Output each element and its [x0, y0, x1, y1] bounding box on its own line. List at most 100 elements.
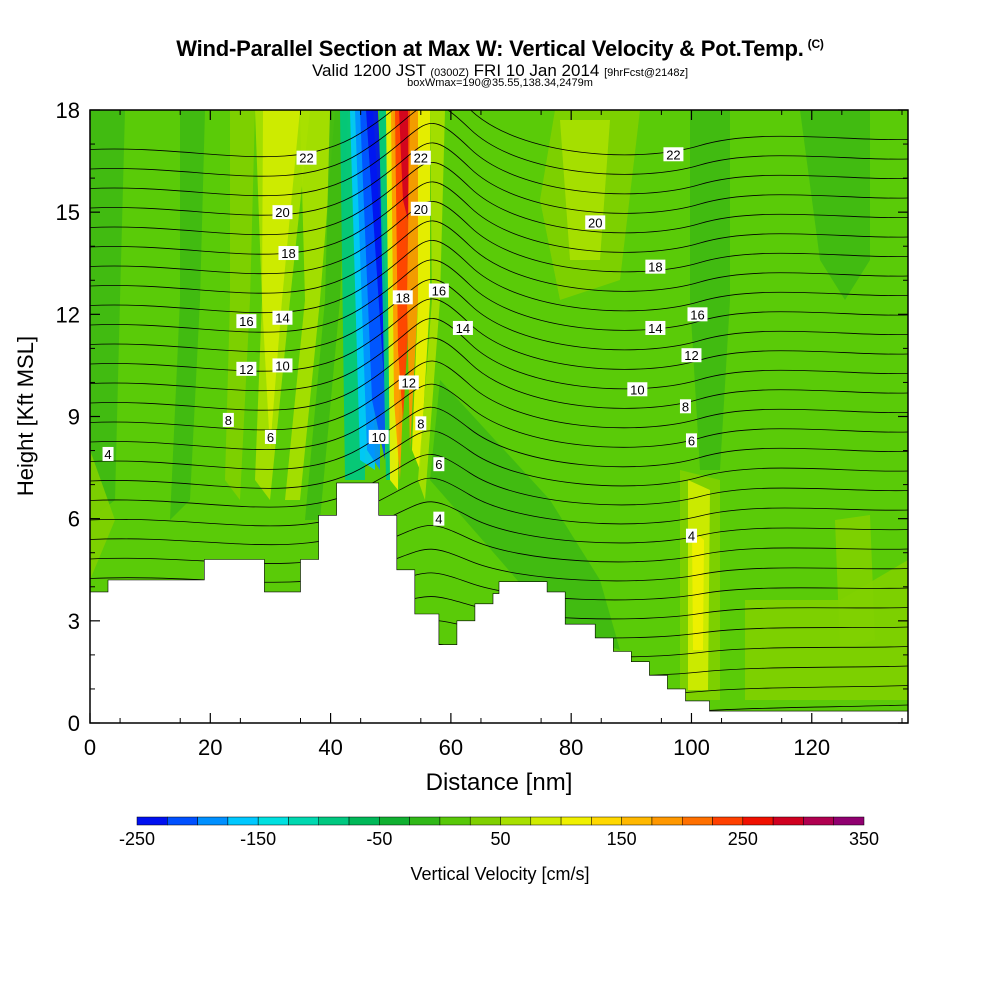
- contour-label: 8: [679, 399, 691, 414]
- velocity-band: [305, 110, 348, 520]
- contour-label: 12: [681, 348, 702, 363]
- theta-contour: [90, 337, 908, 411]
- velocity-band: [170, 110, 205, 520]
- contour-label: 12: [236, 361, 257, 377]
- theta-contour: [90, 220, 908, 294]
- contour-label: 16: [428, 283, 449, 298]
- colorbar-swatch: [379, 816, 410, 826]
- velocity-band: [366, 110, 386, 380]
- x-tick-label: 20: [198, 735, 222, 760]
- contour-label: 4: [433, 511, 445, 527]
- colorbar-tick-label: -250: [119, 829, 155, 849]
- contour-label: 6: [685, 433, 697, 448]
- svg-text:14: 14: [648, 321, 662, 336]
- colorbar-tick-label: -150: [240, 829, 276, 849]
- valid-time: Valid 1200 JST: [311, 61, 426, 80]
- x-tick-label: 100: [673, 735, 710, 760]
- velocity-band: [407, 110, 420, 450]
- svg-text:22: 22: [414, 151, 428, 166]
- theta-contour: [90, 279, 908, 353]
- colorbar-swatch: [621, 816, 653, 826]
- velocity-band: [418, 110, 445, 500]
- theta-contour: [90, 201, 908, 275]
- y-tick-label: 9: [68, 405, 80, 430]
- velocity-field: [90, 110, 908, 700]
- colorbar-swatch: [227, 816, 259, 826]
- svg-text:8: 8: [417, 416, 424, 431]
- chart-title: Wind-Parallel Section at Max W: Vertical…: [0, 36, 1000, 62]
- svg-text:18: 18: [648, 260, 662, 275]
- colorbar-tick-label: 350: [849, 829, 879, 849]
- colorbar-swatch: [742, 816, 774, 826]
- velocity-band: [690, 110, 730, 470]
- theta-contour: [90, 548, 908, 583]
- contour-label: 14: [452, 320, 473, 336]
- velocity-band: [399, 110, 408, 220]
- theta-contour: [90, 110, 908, 158]
- y-tick-label: 12: [56, 302, 80, 327]
- box-info: boxWmax=190@35.55,138.34,2479m: [407, 77, 593, 89]
- theta-contour: [90, 181, 908, 255]
- svg-text:14: 14: [456, 321, 470, 336]
- velocity-band: [90, 450, 115, 580]
- y-tick-label: 3: [68, 609, 80, 634]
- valid-date: FRI 10 Jan 2014: [473, 61, 600, 80]
- colorbar-swatch: [469, 816, 501, 826]
- theta-contour: [90, 430, 908, 489]
- theta-contour: [90, 477, 908, 527]
- x-tick-label: 120: [793, 735, 830, 760]
- contour-label: 6: [264, 429, 276, 445]
- valid-utc: (0300Z): [430, 67, 469, 79]
- terrain-mask: [90, 482, 908, 723]
- velocity-band: [745, 560, 908, 700]
- theta-contour: [90, 162, 908, 236]
- colorbar-swatch: [197, 816, 229, 826]
- contour-label: 20: [410, 201, 431, 217]
- velocity-band: [225, 110, 255, 500]
- contour-label: 14: [272, 310, 293, 326]
- svg-text:4: 4: [435, 512, 442, 527]
- colorbar-tick-label: 150: [607, 829, 637, 849]
- velocity-band: [360, 110, 385, 460]
- svg-text:22: 22: [299, 151, 313, 166]
- contour-label: 20: [585, 215, 606, 230]
- velocity-band: [430, 380, 620, 650]
- contour-labels: 4 8 6 12 10 16 14 18 20 22 10 8 12 6 4 18 16 14 20 22 20 22 18…: [102, 147, 708, 544]
- svg-text:14: 14: [275, 311, 289, 326]
- velocity-band: [285, 110, 335, 500]
- svg-text:12: 12: [684, 348, 698, 363]
- colorbar-tick-label: 50: [490, 829, 510, 849]
- contour-label: 6: [433, 457, 445, 472]
- colorbar-swatch: [772, 816, 804, 826]
- y-axis-label: Height [Kft MSL]: [13, 336, 38, 496]
- svg-text:8: 8: [682, 399, 689, 414]
- y-tick-label: 15: [56, 200, 80, 225]
- contour-label: 4: [685, 528, 697, 544]
- contour-label: 12: [398, 375, 419, 390]
- colorbar-swatch: [439, 816, 471, 826]
- svg-text:16: 16: [432, 283, 446, 298]
- theta-contour: [90, 454, 908, 508]
- velocity-band: [692, 530, 704, 650]
- colorbar-swatch: [530, 816, 562, 826]
- svg-text:16: 16: [690, 307, 704, 322]
- svg-text:18: 18: [281, 246, 295, 261]
- theta-contour: [90, 259, 908, 333]
- colorbar-swatch: [591, 816, 622, 826]
- svg-text:20: 20: [588, 215, 602, 230]
- theta-contour: [90, 501, 908, 546]
- contour-label: 18: [278, 246, 299, 261]
- svg-text:8: 8: [225, 413, 232, 428]
- axes: 0 20 40 60 80 100 120 0 3 6 9 12 15 18: [56, 98, 908, 760]
- contour-label: 20: [272, 205, 293, 220]
- colorbar-swatch: [682, 816, 713, 826]
- contour-label: 22: [663, 147, 684, 162]
- velocity-band: [800, 110, 870, 300]
- svg-text:20: 20: [414, 202, 428, 217]
- colorbar-swatch: [651, 816, 683, 826]
- svg-text:4: 4: [104, 447, 111, 462]
- contour-label: 22: [296, 150, 317, 166]
- x-tick-label: 80: [559, 735, 583, 760]
- copyright-mark: (C): [807, 36, 824, 51]
